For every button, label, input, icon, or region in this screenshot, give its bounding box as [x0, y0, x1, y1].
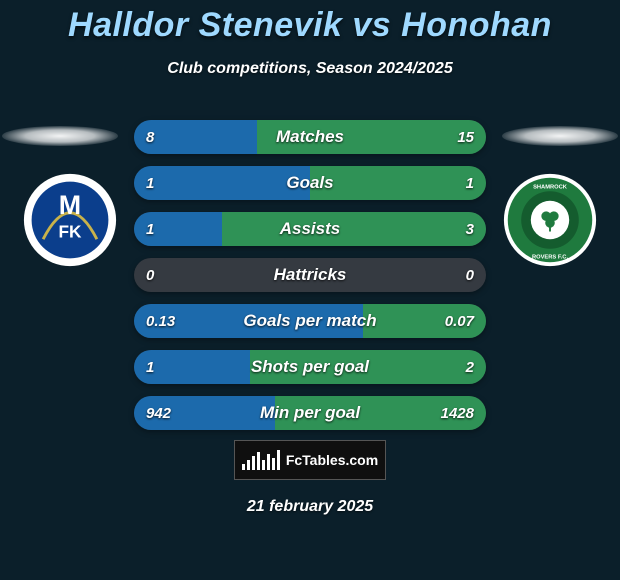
- card-title: Halldor Stenevik vs Honohan: [0, 6, 620, 45]
- stat-label: Shots per goal: [251, 357, 369, 377]
- molde-badge-icon: M FK: [22, 172, 118, 268]
- left-club-crest: M FK: [22, 172, 118, 268]
- bar-segment: [277, 450, 280, 470]
- left-value: 1: [146, 359, 154, 376]
- left-value: 942: [146, 405, 171, 422]
- svg-text:SHAMROCK: SHAMROCK: [533, 184, 568, 190]
- stat-row: 1 1 Goals: [134, 166, 486, 200]
- bar-segment: [267, 454, 270, 470]
- svg-text:ROVERS F.C.: ROVERS F.C.: [532, 254, 569, 260]
- bar-segment: [272, 458, 275, 470]
- right-value: 3: [466, 221, 474, 238]
- stat-label: Matches: [276, 127, 344, 147]
- right-value: 1: [466, 175, 474, 192]
- svg-text:FK: FK: [58, 221, 82, 241]
- stat-rows: 8 15 Matches 1 1 Goals 1 3 Assists 0 0 Hattricks 0.1…: [134, 120, 486, 442]
- bar-segment: [252, 456, 255, 470]
- bar-segment: [242, 464, 245, 470]
- stat-row: 8 15 Matches: [134, 120, 486, 154]
- right-bar: [310, 166, 486, 200]
- comparison-card: Halldor Stenevik vs Honohan Club competi…: [0, 0, 620, 580]
- stat-row: 1 2 Shots per goal: [134, 350, 486, 384]
- left-value: 1: [146, 221, 154, 238]
- site-logo: FcTables.com: [234, 440, 386, 480]
- left-value: 8: [146, 129, 154, 146]
- stat-row: 0 0 Hattricks: [134, 258, 486, 292]
- bar-segment: [257, 452, 260, 470]
- card-subtitle: Club competitions, Season 2024/2025: [0, 60, 620, 78]
- right-value: 2: [466, 359, 474, 376]
- stat-label: Min per goal: [260, 403, 360, 423]
- stat-row: 942 1428 Min per goal: [134, 396, 486, 430]
- stat-row: 0.13 0.07 Goals per match: [134, 304, 486, 338]
- left-shadow: [2, 126, 118, 146]
- bar-segment: [247, 460, 250, 470]
- left-bar: [134, 166, 310, 200]
- right-bar: [222, 212, 486, 246]
- stat-label: Goals per match: [243, 311, 376, 331]
- right-value: 0.07: [445, 313, 474, 330]
- right-club-crest: SHAMROCK ROVERS F.C.: [502, 172, 598, 268]
- stat-label: Hattricks: [274, 265, 347, 285]
- bar-segment: [262, 460, 265, 470]
- right-value: 1428: [441, 405, 474, 422]
- right-value: 15: [457, 129, 474, 146]
- left-value: 1: [146, 175, 154, 192]
- svg-text:M: M: [59, 190, 81, 220]
- right-value: 0: [466, 267, 474, 284]
- left-value: 0.13: [146, 313, 175, 330]
- site-logo-text: FcTables.com: [286, 452, 378, 468]
- stat-label: Assists: [280, 219, 340, 239]
- right-shadow: [502, 126, 618, 146]
- card-date: 21 february 2025: [0, 498, 620, 516]
- shamrock-badge-icon: SHAMROCK ROVERS F.C.: [502, 172, 598, 268]
- stat-row: 1 3 Assists: [134, 212, 486, 246]
- stat-label: Goals: [286, 173, 333, 193]
- bars-icon: [242, 450, 280, 470]
- left-value: 0: [146, 267, 154, 284]
